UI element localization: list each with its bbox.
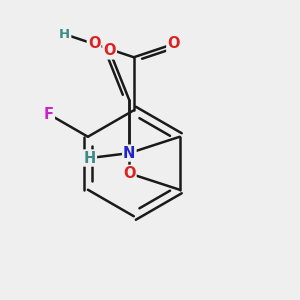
Text: F: F — [44, 107, 54, 122]
Text: O: O — [88, 37, 100, 52]
Text: O: O — [123, 166, 136, 181]
Text: O: O — [103, 44, 116, 59]
Text: N: N — [123, 146, 136, 160]
Text: H: H — [84, 151, 96, 166]
Text: H: H — [59, 28, 70, 41]
Text: O: O — [167, 37, 180, 52]
